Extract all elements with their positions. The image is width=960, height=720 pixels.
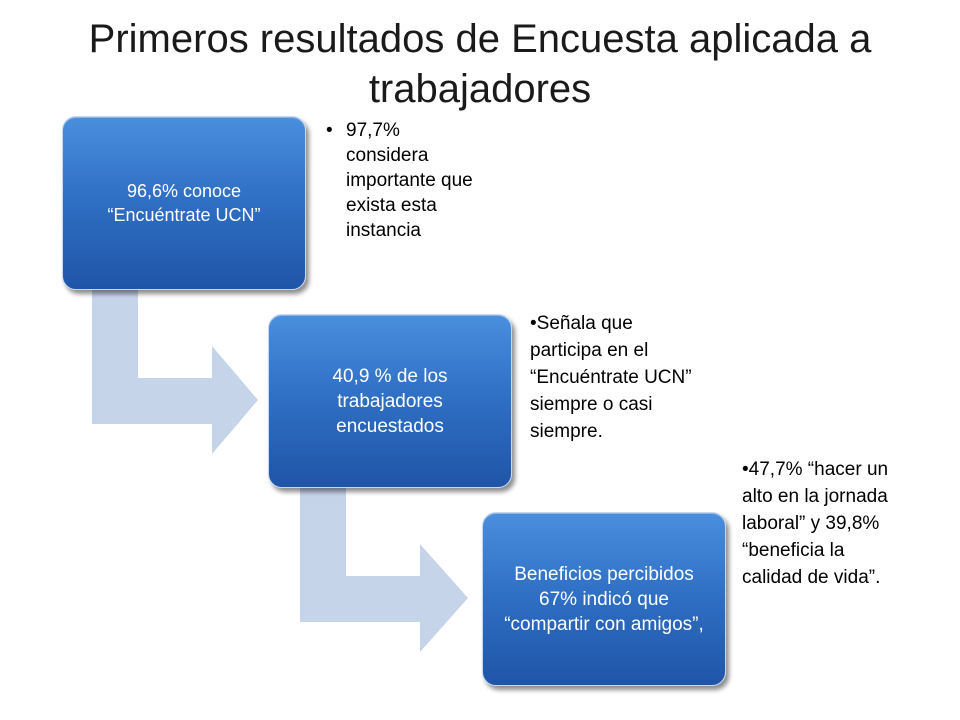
note-3: •47,7% “hacer un alto en la jornada labo… <box>742 459 889 588</box>
step-label-3: Beneficios percibidos 67% indicó que “co… <box>504 563 704 635</box>
connector-arrow-1 <box>92 288 258 454</box>
step-box-1: 96,6% conoce “Encuéntrate UCN” <box>62 116 306 290</box>
note-1-bullet: • <box>326 120 333 141</box>
step-label-2: 40,9 % de los trabajadores encuestados <box>332 365 448 437</box>
step-box-2: 40,9 % de los trabajadores encuestados <box>268 314 512 488</box>
slide-title: Primeros resultados de Encuesta aplicada… <box>88 17 872 111</box>
note-1: • 97,7% considera importante que exista … <box>326 118 486 243</box>
note-1-text: 97,7% considera importante que exista es… <box>346 120 473 241</box>
note-2: •Señala que participa en el “Encuéntrate… <box>530 313 692 442</box>
step-label-1: 96,6% conoce “Encuéntrate UCN” <box>107 181 261 225</box>
step-box-3: Beneficios percibidos 67% indicó que “co… <box>482 512 726 686</box>
connector-arrow-2 <box>300 486 468 652</box>
